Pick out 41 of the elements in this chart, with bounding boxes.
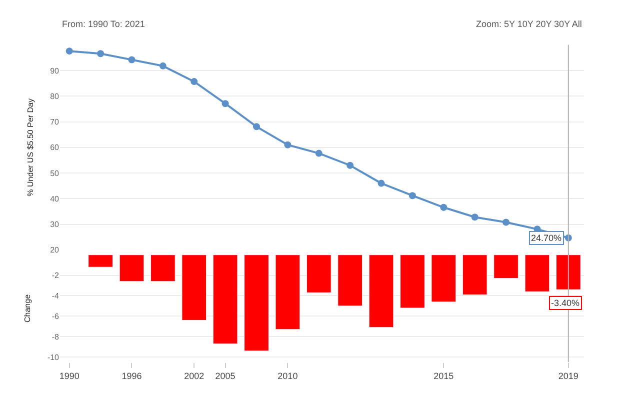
point <box>97 50 104 58</box>
text: From: 1990 To: 2021 <box>62 19 145 29</box>
point <box>253 123 260 130</box>
point <box>128 56 136 64</box>
point <box>471 214 478 221</box>
y-tick-label: 80 <box>50 92 60 101</box>
point <box>408 192 416 200</box>
point <box>190 78 198 86</box>
point <box>440 204 448 211</box>
point <box>346 162 354 169</box>
y-tick-label: -2 <box>52 271 60 280</box>
y-axis-title: % Under US $5.50 Per Day <box>26 98 35 196</box>
point <box>378 180 385 187</box>
point <box>284 141 292 148</box>
y-tick-label: 70 <box>50 118 60 127</box>
y-tick-label: 90 <box>50 66 60 76</box>
y-tick-label: 60 <box>50 143 60 152</box>
x-tick-label: 2002 <box>184 370 204 381</box>
annotation: 24.70% <box>531 233 562 243</box>
y-axis-title: Change <box>23 294 32 322</box>
x-tick-label: 1996 <box>122 370 142 381</box>
point <box>159 62 166 70</box>
y-tick-label: -8 <box>52 332 60 342</box>
y-tick-label: 50 <box>50 168 60 178</box>
x-tick-label: 2010 <box>278 370 298 381</box>
y-tick-label: 40 <box>50 194 60 204</box>
point <box>66 48 73 55</box>
x-tick-label: 2019 <box>558 370 578 381</box>
x-tick-label: 2015 <box>434 370 454 381</box>
point <box>502 218 510 226</box>
y-tick-label: -10 <box>47 352 60 362</box>
point <box>222 100 229 108</box>
text: Zoom: 5Y 10Y 20Y 30Y All <box>476 19 582 29</box>
x-tick-label: 2005 <box>215 370 236 381</box>
y-tick-label: -4 <box>52 292 60 300</box>
y-tick-label: 20 <box>50 246 60 255</box>
y-tick-label: -6 <box>52 312 60 321</box>
y-tick-label: 30 <box>50 220 60 230</box>
point <box>315 150 322 157</box>
x-tick-label: 1990 <box>59 370 80 381</box>
annotation: -3.40% <box>551 298 580 308</box>
